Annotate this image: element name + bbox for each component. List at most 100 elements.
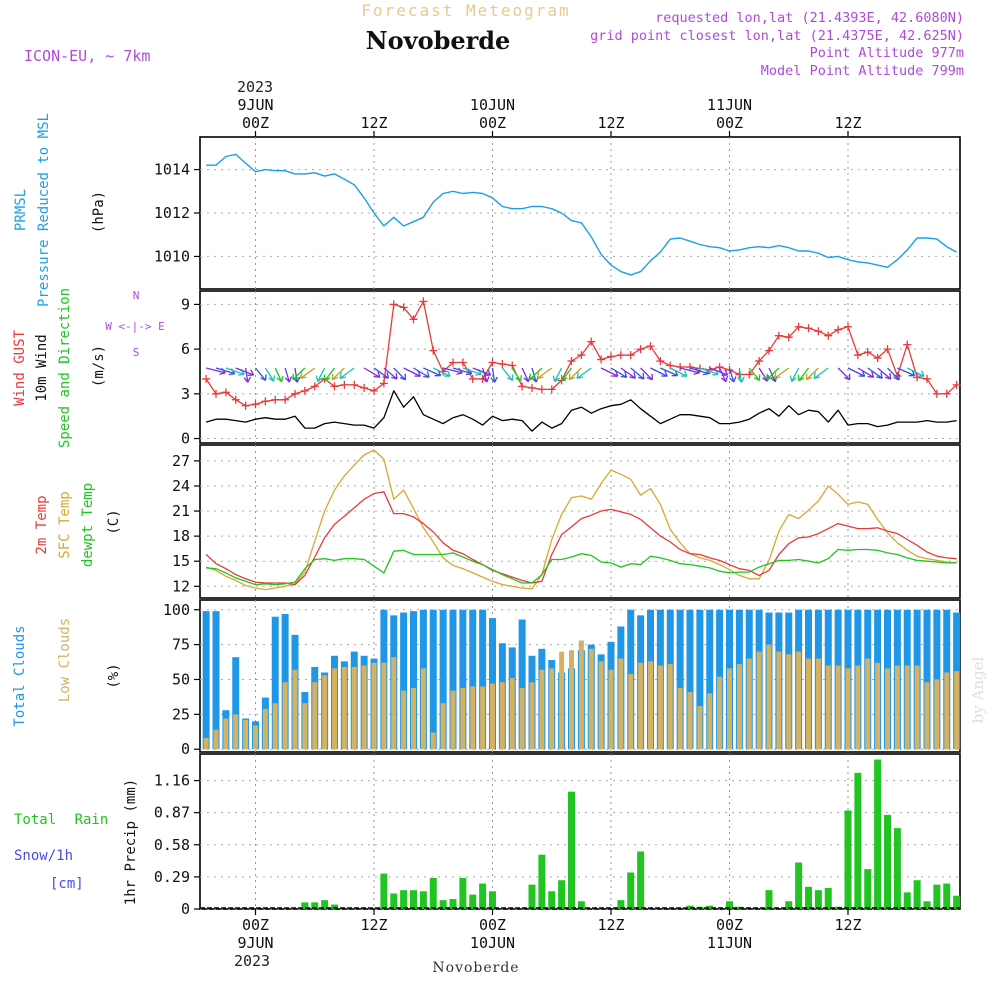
y-tick-label: 0 [181, 900, 190, 918]
wind-arrow-shaft [294, 367, 298, 383]
rain-bar [321, 900, 329, 909]
rain-bar [577, 901, 585, 909]
wind-arrow-head [620, 371, 628, 378]
wind-arrow-shaft [324, 367, 336, 382]
temp-2m-label: 2m Temp [34, 495, 50, 554]
x-date-label: 10JUN [470, 934, 515, 952]
wind-gust-marker [952, 380, 961, 389]
low-cloud-bar [598, 661, 604, 750]
wind-arrow-shaft [472, 367, 491, 376]
compass-s-label: S [133, 346, 140, 359]
wind-arrow-head [484, 369, 492, 376]
y-tick-label: 1010 [154, 247, 190, 265]
low-cloud-bar [608, 669, 614, 750]
rain-bar [785, 901, 793, 909]
wind-gust-marker [814, 327, 823, 336]
low-cloud-bar [865, 658, 871, 750]
wind-gust-marker [271, 395, 280, 404]
wind-gust-marker [853, 351, 862, 360]
wind-gust-marker [844, 322, 852, 331]
y-tick-label: 3 [181, 385, 190, 403]
total-cloud-bar [696, 609, 704, 750]
rain-bar [903, 892, 911, 909]
wind-direction-arrows [205, 367, 925, 383]
wind-arrow-head [506, 374, 514, 382]
rain-bar [479, 883, 487, 909]
wind-gust-marker [458, 358, 467, 367]
low-cloud-bar [756, 651, 762, 750]
x-date-label: 9JUN [237, 934, 273, 952]
wind-gust-marker [537, 385, 546, 394]
temp-2m-line [205, 491, 957, 586]
wind-gust-marker [656, 357, 665, 366]
wind-arrow-shaft [300, 367, 316, 379]
wind-speed-line [205, 390, 957, 432]
wind-arrow-shaft [877, 367, 892, 380]
low-cloud-bar [776, 651, 782, 750]
point-altitude: Point Altitude 977m [810, 45, 964, 61]
wind-arrow-shaft [719, 367, 727, 382]
y-tick-label: 0.29 [154, 868, 190, 886]
x-tick-label: 00Z [242, 916, 269, 934]
low-cloud-bar [806, 658, 811, 750]
wind-arrow-shaft [383, 367, 398, 380]
pressure-msl-label: Pressure Reduced to MSL [36, 113, 52, 307]
wind-arrow-shaft [576, 367, 592, 379]
wind-gust-marker [389, 300, 398, 309]
rain-bar [489, 891, 496, 909]
low-cloud-bar [697, 705, 703, 750]
wind-arrow-head [339, 372, 347, 379]
wind-gust-marker [300, 386, 309, 395]
total-cloud-bar [686, 609, 694, 750]
wind-gust-marker [370, 386, 378, 395]
top-year-label: 2023 [237, 78, 273, 96]
low-cloud-bar [351, 666, 357, 750]
x-date-label: 11JUN [707, 934, 752, 952]
y-tick-label: 0 [181, 740, 190, 758]
rain-bar [439, 900, 447, 909]
wind-gust-marker [577, 351, 586, 360]
wind-gust-marker [636, 345, 645, 354]
cloud-panel [202, 609, 961, 750]
wind-arrow-shaft [254, 367, 267, 381]
wind-gust-marker [873, 354, 882, 363]
wind-arrow-shaft [452, 367, 472, 375]
x-date-label: 11JUN [707, 96, 752, 114]
total-cloud-bar [429, 609, 437, 750]
wind-gust-marker [231, 395, 240, 404]
rain-bar [884, 814, 891, 909]
low-cloud-bar [855, 665, 861, 750]
y-tick-label: 27 [172, 452, 190, 470]
y-tick-label: 0 [181, 430, 190, 448]
bottom-year-label: 2023 [234, 952, 270, 970]
wind-gust-marker [360, 383, 369, 392]
total-cloud-bar [923, 609, 931, 750]
low-cloud-bar [825, 665, 831, 750]
wind-arrow-head [789, 375, 797, 383]
wind-arrow-shaft [284, 367, 290, 383]
low-cloud-bar [430, 732, 436, 750]
rain-bar [706, 905, 714, 909]
wind-arrow-head [867, 371, 875, 378]
rain-bar [933, 884, 941, 909]
low-cloud-bar [578, 640, 584, 750]
wind-gust-marker [765, 346, 773, 355]
wind-arrow-head [323, 374, 331, 382]
wind-arrow-shaft [758, 367, 768, 382]
rain-bar [726, 901, 733, 909]
x-tick-label: 00Z [479, 916, 506, 934]
wind-arrow-shaft [292, 367, 306, 381]
low-cloud-bar [677, 687, 683, 750]
wind-arrow-head [917, 370, 925, 377]
total-cloud-bar [518, 619, 526, 750]
wind-arrow-head [443, 370, 451, 377]
x-date-label: 9JUN [237, 96, 273, 114]
low-cloud-bar [282, 682, 288, 750]
wind-arrow-head [315, 375, 323, 383]
wind-arrow-shaft [331, 367, 345, 381]
low-cloud-bar [450, 690, 456, 750]
wind-arrow-shaft [403, 367, 421, 377]
low-cloud-bar [746, 658, 752, 750]
low-cloud-bar [549, 668, 555, 750]
rain-bar [627, 872, 635, 909]
